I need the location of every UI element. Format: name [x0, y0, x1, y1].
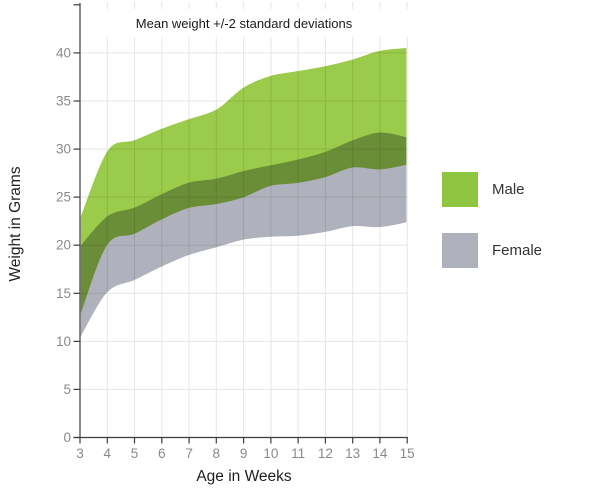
x-tick-label: 3 [76, 446, 84, 461]
x-tick-label: 4 [104, 446, 112, 461]
y-tick-label: 0 [63, 430, 71, 445]
x-tick-label: 10 [263, 446, 278, 461]
male-band [79, 46, 408, 320]
x-tick-label: 8 [213, 446, 221, 461]
y-tick-label: 25 [56, 190, 71, 205]
axis-layer [73, 3, 408, 444]
legend-label-female: Female [492, 242, 543, 259]
x-tick-label: 7 [185, 446, 193, 461]
chart-title: Mean weight +/-2 standard deviations [136, 16, 353, 31]
y-tick-label: 30 [56, 142, 71, 157]
x-tick-label: 14 [372, 446, 388, 461]
legend-item-male[interactable]: Male [442, 172, 542, 207]
legend-swatch-female [442, 233, 478, 268]
y-tick-label: 15 [56, 286, 71, 301]
series-layer [79, 46, 408, 341]
y-tick-label: 5 [63, 382, 71, 397]
legend: Male Female [442, 172, 542, 294]
x-tick-label: 13 [345, 446, 360, 461]
legend-swatch-male [442, 172, 478, 207]
x-tick-label: 11 [291, 446, 305, 461]
x-tick-label: 12 [318, 446, 333, 461]
y-tick-label: 40 [56, 45, 71, 60]
x-tick-label: 15 [400, 446, 415, 461]
x-tick-label: 6 [158, 446, 166, 461]
x-tick-label: 5 [131, 446, 139, 461]
legend-item-female[interactable]: Female [442, 233, 542, 268]
y-tick-label: 20 [56, 238, 71, 253]
y-tick-label: 10 [56, 334, 71, 349]
x-axis-title: Age in Weeks [196, 468, 292, 485]
legend-label-male: Male [492, 181, 525, 198]
tick-label-layer: 0 5 10 15 20 25 30 35 40 3 4 5 6 7 8 9 10 11 12 13 14 15 [56, 45, 415, 461]
y-axis-title: Weight in Grams [7, 166, 24, 281]
x-tick-label: 9 [240, 446, 248, 461]
y-tick-label: 35 [56, 94, 71, 109]
